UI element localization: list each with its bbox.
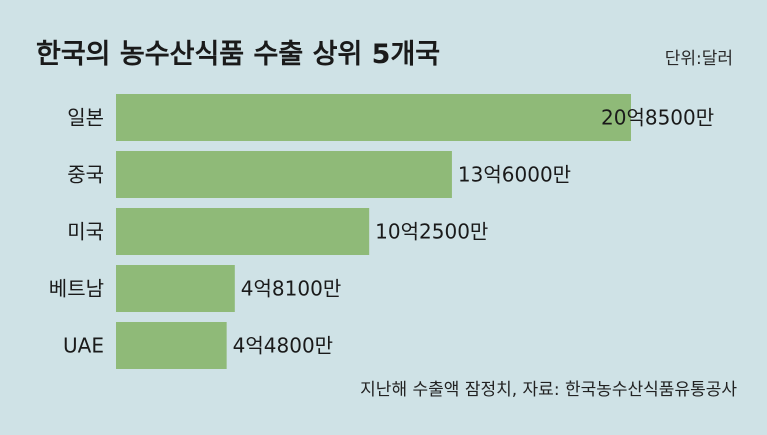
source-note: 지난해 수출액 잠정치, 자료: 한국농수산식품유통공사: [360, 380, 737, 400]
category-label-1: 중국: [67, 163, 104, 187]
value-label-1: 13억6000만: [458, 163, 571, 187]
bar-4: [116, 322, 227, 369]
value-label-3: 4억8100만: [241, 277, 341, 301]
value-label-2: 10억2500만: [375, 220, 488, 244]
value-label-4: 4억4800만: [233, 334, 333, 358]
category-label-0: 일본: [67, 106, 104, 130]
bar-2: [116, 208, 370, 255]
bar-1: [116, 151, 452, 198]
unit-label: 단위:달러: [664, 49, 733, 69]
chart-title: 한국의 농수산식품 수출 상위 5개국: [36, 39, 441, 70]
category-label-3: 베트남: [49, 277, 104, 301]
category-label-4: UAE: [63, 334, 104, 358]
bars-layer: [116, 94, 631, 369]
bar-0: [116, 94, 631, 141]
value-label-0: 20억8500만: [601, 106, 714, 130]
bar-3: [116, 265, 235, 312]
category-label-2: 미국: [67, 220, 104, 244]
